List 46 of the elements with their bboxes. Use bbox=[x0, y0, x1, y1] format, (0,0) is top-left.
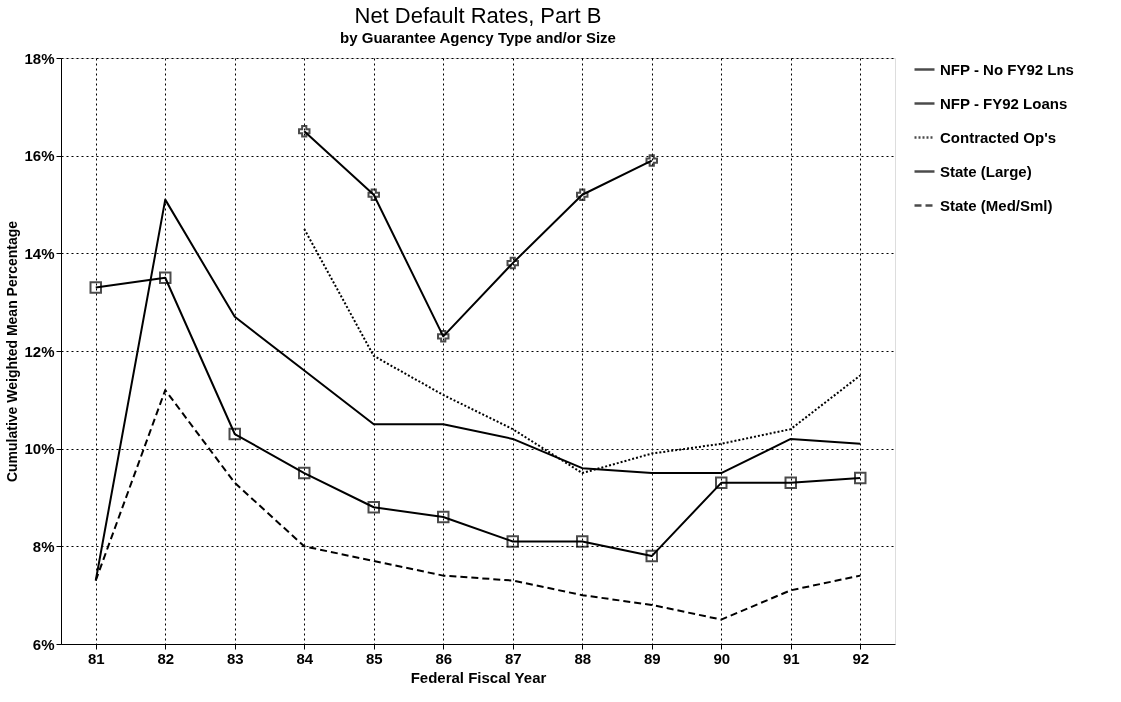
point bbox=[506, 535, 519, 548]
point bbox=[854, 471, 867, 485]
x-tick-label: 84 bbox=[296, 649, 314, 667]
x-tick-label: 85 bbox=[365, 649, 383, 667]
x-axis-title: Federal Fiscal Year bbox=[410, 668, 547, 686]
x-tick-label: 87 bbox=[504, 649, 522, 667]
y-tick-label: 12% bbox=[24, 342, 55, 360]
point bbox=[506, 256, 519, 270]
x-tick-label: 83 bbox=[226, 649, 244, 667]
point bbox=[298, 125, 311, 138]
point bbox=[576, 188, 589, 201]
point bbox=[715, 476, 728, 490]
x-tick-label: 86 bbox=[435, 649, 453, 667]
legend-label: NFP - FY92 Loans bbox=[940, 94, 1068, 112]
y-tick-label: 6% bbox=[32, 635, 55, 653]
point bbox=[89, 281, 102, 294]
point bbox=[298, 466, 311, 480]
y-tick-label: 14% bbox=[24, 244, 55, 262]
point bbox=[228, 427, 241, 441]
x-tick-label: 81 bbox=[87, 649, 105, 667]
point bbox=[367, 501, 380, 514]
point bbox=[645, 154, 658, 167]
x-tick-label: 89 bbox=[643, 649, 661, 667]
y-tick-label: 18% bbox=[24, 49, 55, 67]
y-tick-label: 16% bbox=[24, 147, 55, 165]
legend-label: Contracted Op's bbox=[940, 128, 1057, 146]
point bbox=[645, 549, 658, 563]
x-tick-label: 92 bbox=[852, 649, 870, 667]
point bbox=[784, 476, 797, 490]
point bbox=[367, 188, 380, 201]
x-tick-label: 88 bbox=[574, 649, 592, 667]
x-tick-label: 91 bbox=[782, 649, 800, 667]
point bbox=[437, 510, 450, 524]
point bbox=[159, 271, 172, 284]
legend-label: State (Large) bbox=[940, 162, 1032, 180]
y-tick-label: 8% bbox=[32, 537, 55, 555]
point bbox=[437, 330, 450, 343]
y-axis-title: Cumulative Weighted Mean Percentage bbox=[4, 220, 21, 483]
x-tick-label: 82 bbox=[157, 649, 175, 667]
legend-label: State (Med/Sml) bbox=[940, 196, 1053, 214]
x-tick-label: 90 bbox=[713, 649, 731, 667]
y-tick-label: 10% bbox=[24, 440, 55, 458]
chart-subtitle: by Guarantee Agency Type and/or Size bbox=[340, 29, 616, 46]
legend-label: NFP - No FY92 Lns bbox=[940, 60, 1074, 78]
chart-title: Net Default Rates, Part B bbox=[354, 3, 602, 28]
point bbox=[576, 535, 589, 548]
